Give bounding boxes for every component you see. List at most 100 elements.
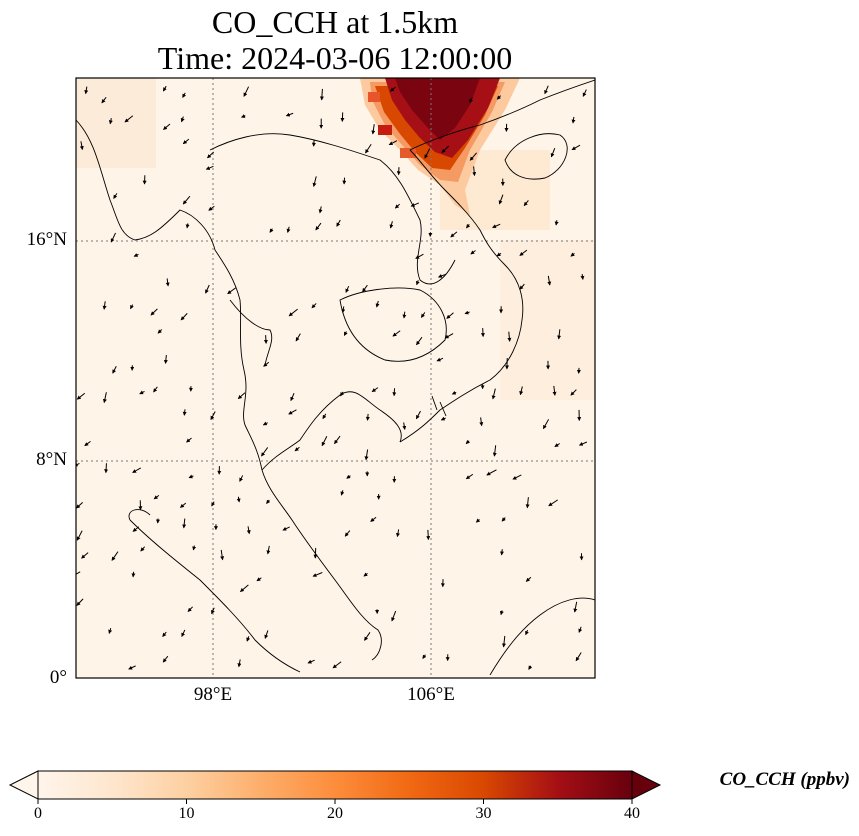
wind-arrow [570,389,577,396]
wind-arrow [470,250,476,255]
wind-arrow [163,354,168,364]
wind-arrow [346,474,351,479]
wind-arrow [465,439,470,445]
wind-arrow [479,417,484,427]
wind-arrow [343,331,348,336]
wind-arrow [205,284,210,294]
wind-arrow [180,116,185,123]
wind-arrow [311,303,317,309]
wind-arrow [365,413,370,421]
wind-arrow [402,311,407,319]
wind-arrow [492,223,501,228]
lon-label-98: 98°E [193,684,233,705]
wind-arrow [165,278,170,287]
wind-arrow [246,636,251,642]
wind-arrow [140,546,146,552]
wind-arrow [315,222,322,231]
wind-arrow [507,331,512,342]
wind-arrow [162,85,167,92]
wind-arrow [371,387,379,393]
wind-arrow [288,308,298,317]
wind-arrow [498,194,504,205]
wind-arrow [344,530,351,537]
wind-arrow [437,273,447,278]
wind-arrow [580,274,585,280]
wind-arrow [525,576,532,582]
wind-arrow [182,138,190,145]
wind-arrow [334,435,341,445]
wind-arrow [263,335,268,344]
lon-label-106: 106°E [407,684,455,705]
wind-arrow [261,447,269,457]
wind-arrow [547,275,552,286]
wind-arrow [179,502,187,508]
wind-arrow [139,390,145,395]
wind-arrow [465,473,474,480]
colorbar-tick-20: 20 [327,805,343,822]
wind-arrow [76,462,80,467]
wind-arrow [426,529,431,541]
wind-arrow [76,571,81,575]
wind-arrow [550,147,556,158]
coastlines [76,79,595,676]
co-plume [360,78,520,215]
wind-arrow [81,552,89,559]
wind-arrow [104,463,109,474]
wind-arrow [288,409,297,415]
wind-arrow [153,494,160,500]
wind-arrow [528,665,533,670]
wind-arrow [336,219,341,227]
wind-arrow [295,333,301,342]
wind-arrow [422,654,427,660]
wind-arrow [525,629,529,636]
wind-arrow [388,140,398,146]
wind-arrow [246,526,251,535]
wind-arrow [548,499,559,507]
wind-arrow [113,193,118,199]
wind-arrow [236,496,241,503]
wind-arrow [525,497,530,509]
wind-arrow [162,123,171,130]
wind-arrow [469,97,474,103]
lat-label-16: 16°N [26,229,67,250]
wind-arrow [290,392,295,402]
wind-arrow [237,392,246,400]
wind-arrow [575,652,582,662]
wind-arrow [552,385,557,396]
wind-arrow [84,86,89,95]
wind-arrow [496,95,502,100]
wind-arrow [519,386,524,396]
wind-arrow [321,435,328,447]
wind-arrow [192,545,197,551]
wind-arrow [227,287,237,295]
wind-arrow [110,232,117,243]
wind-arrow [394,203,401,209]
wind-arrow [557,329,562,340]
wind-arrow [475,518,481,523]
wind-arrow [132,526,140,532]
wind-arrow [341,306,346,314]
wind-arrow [578,626,583,633]
wind-arrow [220,549,225,561]
wind-arrow [133,253,139,257]
wind-arrow [392,330,401,337]
wind-arrow [312,176,317,188]
wind-arrow [364,449,369,461]
wind-arrow [340,391,345,397]
wind-arrow [415,280,420,286]
wind-arrow [256,577,262,582]
wind-arrow [578,441,588,446]
wind-arrow [210,411,216,421]
wind-arrow [362,284,368,293]
gridlines [76,78,595,678]
wind-arrow [243,86,250,97]
wind-arrow [205,165,214,170]
colorbar-extend-min [8,770,39,800]
wind-arrow [180,313,188,321]
wind-arrow [444,333,454,339]
wind-arrow [294,446,300,452]
wind-arrow [486,469,497,476]
wind-arrow [466,223,471,229]
wind-arrow [153,386,158,393]
wind-arrow [496,252,502,257]
